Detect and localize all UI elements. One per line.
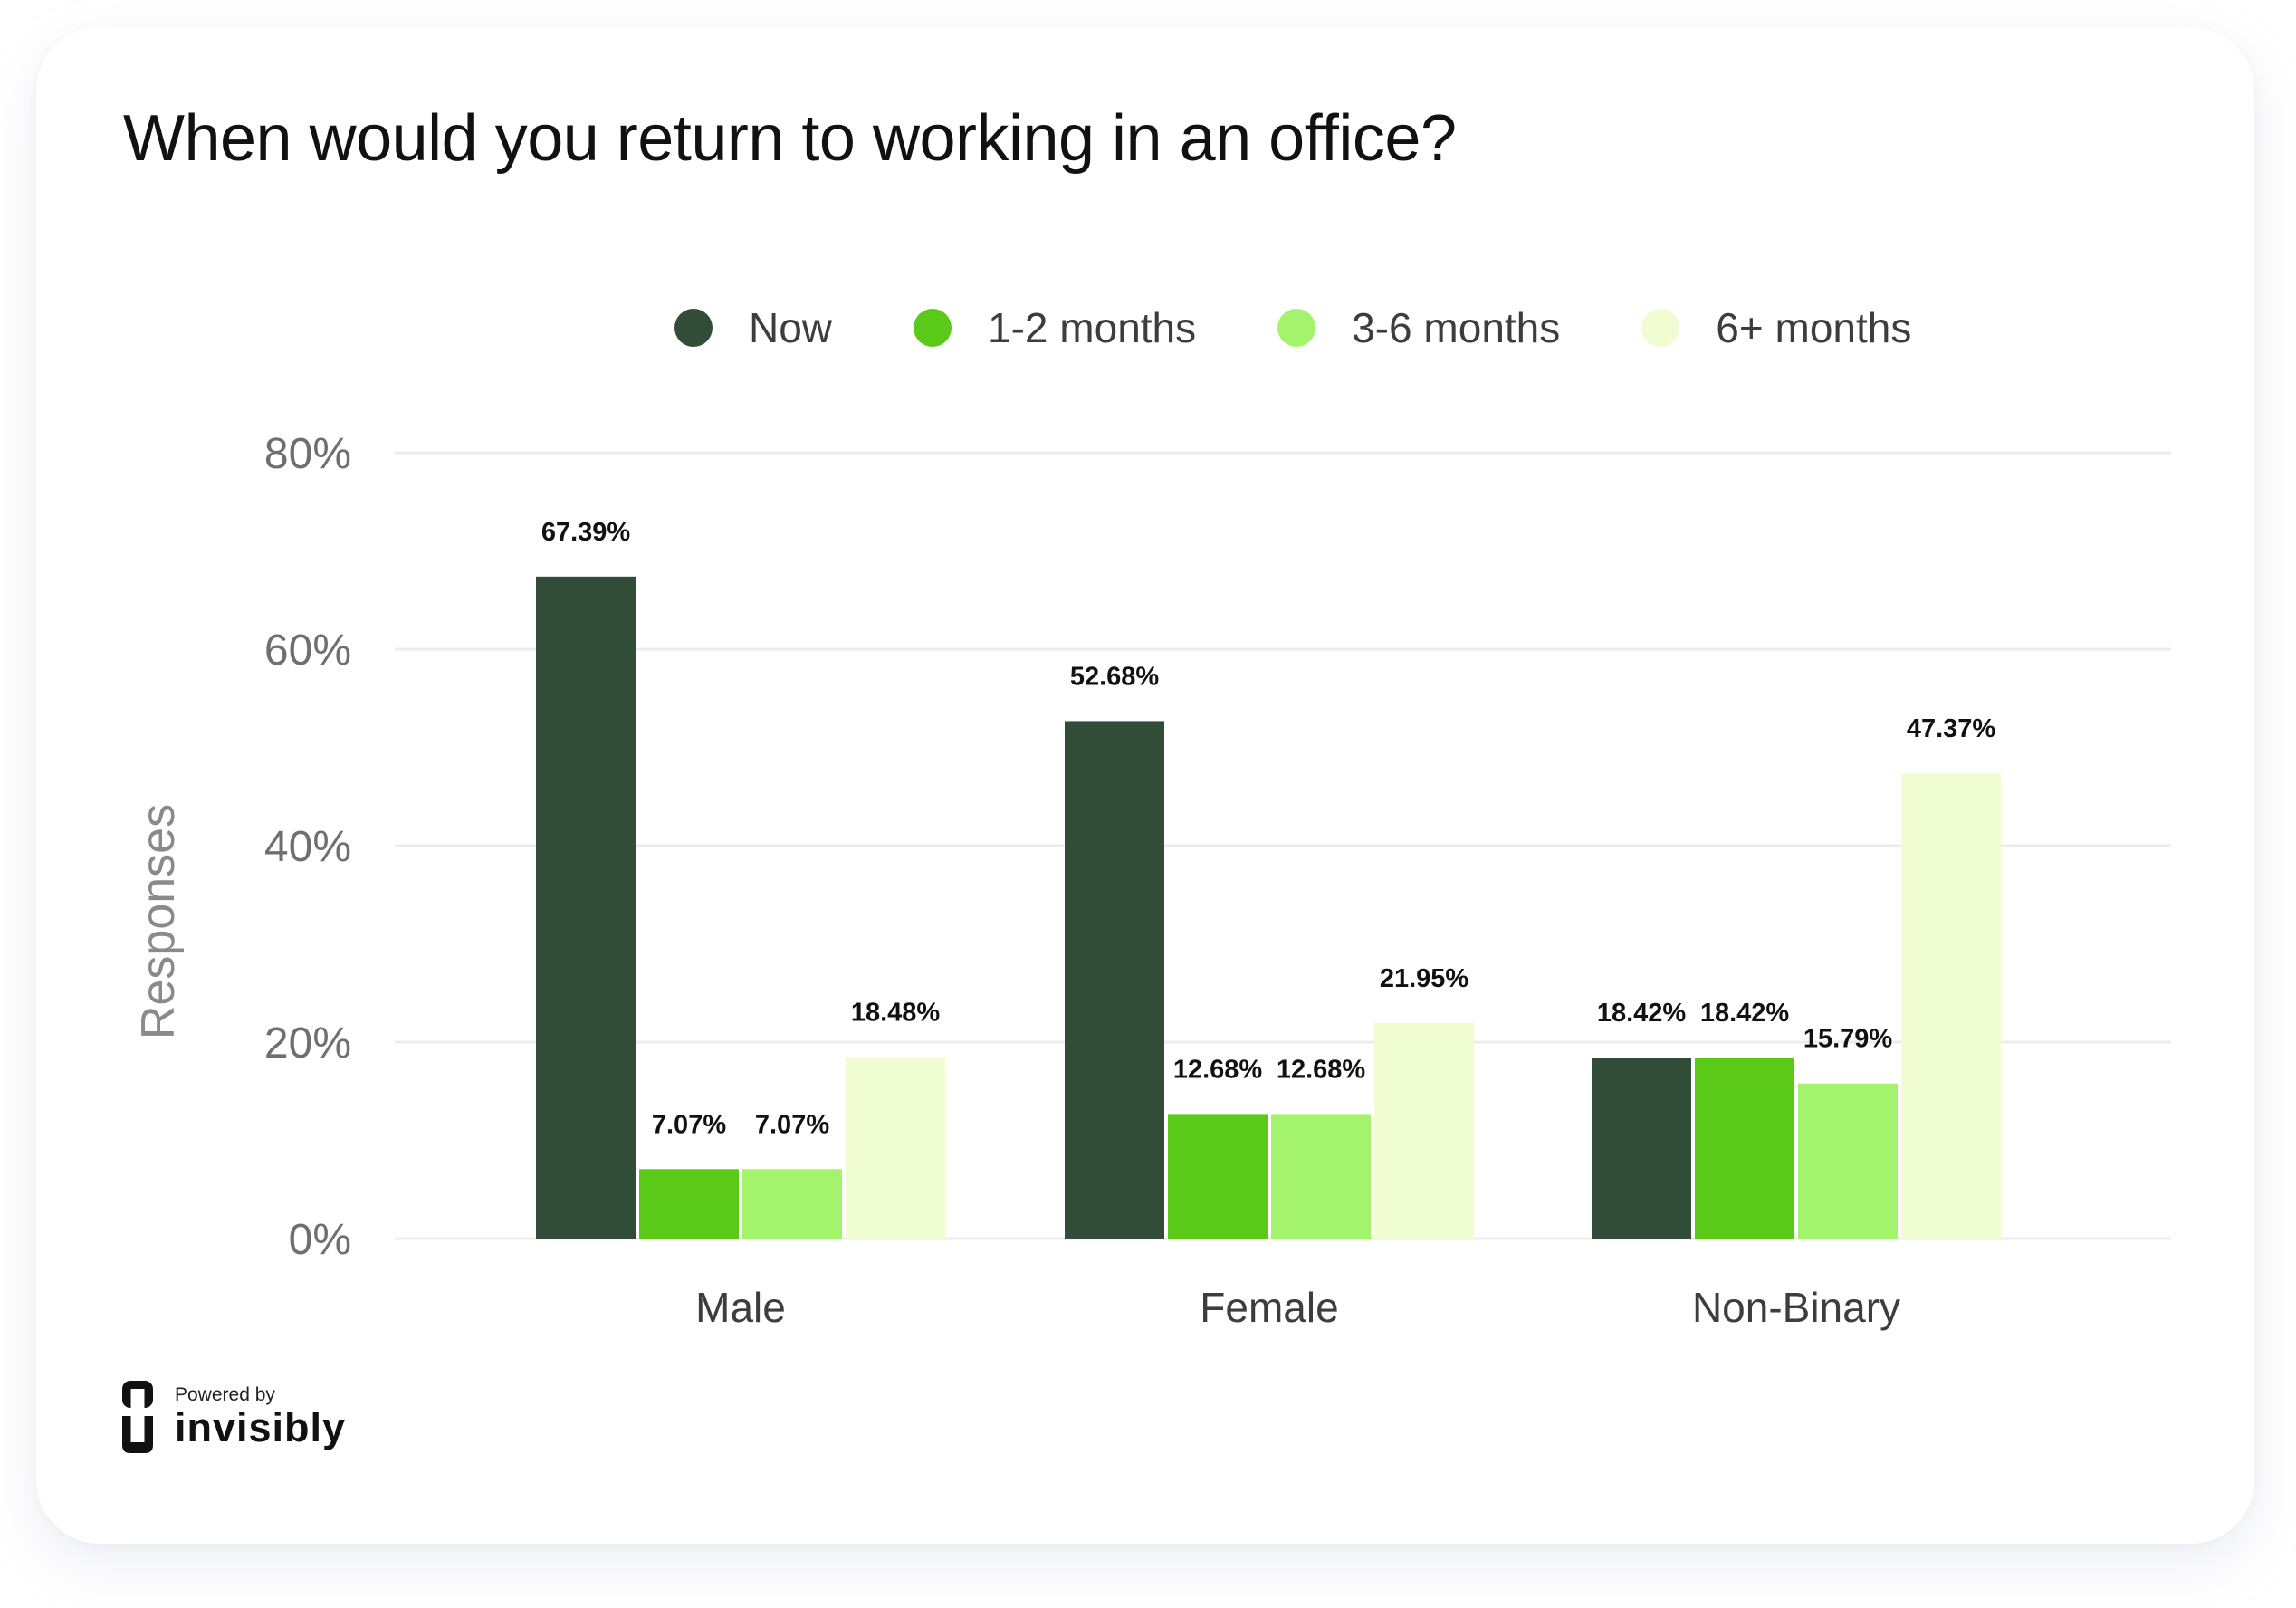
powered-by-footer: Powered by invisibly bbox=[122, 1381, 346, 1453]
x-tick-label: Non-Binary bbox=[1692, 1284, 1900, 1331]
y-tick-label: 0% bbox=[289, 1216, 351, 1264]
data-label: 12.68% bbox=[1173, 1055, 1263, 1084]
bar bbox=[1271, 1114, 1371, 1239]
bar bbox=[536, 576, 636, 1239]
legend-label-1-2-months: 1-2 months bbox=[988, 304, 1197, 351]
x-tick-label: Male bbox=[695, 1284, 786, 1331]
legend-item-now: Now bbox=[674, 303, 832, 352]
y-axis-label: Responses bbox=[132, 803, 185, 1040]
data-label: 21.95% bbox=[1380, 964, 1469, 993]
brand-wordmark: invisibly bbox=[175, 1404, 347, 1450]
y-tick-label: 20% bbox=[264, 1019, 351, 1067]
data-label: 18.42% bbox=[1597, 999, 1687, 1028]
data-label: 67.39% bbox=[541, 518, 631, 547]
data-label: 7.07% bbox=[652, 1110, 726, 1139]
bar bbox=[1065, 721, 1164, 1239]
legend-swatch-3-6-months bbox=[1277, 309, 1316, 347]
invisibly-logo-icon bbox=[122, 1381, 153, 1453]
y-tick-label: 40% bbox=[264, 823, 351, 871]
data-label: 7.07% bbox=[755, 1110, 829, 1139]
bar bbox=[1901, 773, 2001, 1239]
legend-item-3-6-months: 3-6 months bbox=[1277, 303, 1560, 352]
legend-label-3-6-months: 3-6 months bbox=[1352, 304, 1561, 351]
legend-item-6-plus-months: 6+ months bbox=[1641, 303, 1911, 352]
data-label: 15.79% bbox=[1803, 1025, 1893, 1054]
footer-text: Powered by invisibly bbox=[175, 1384, 346, 1450]
powered-by-label: Powered by bbox=[175, 1384, 275, 1405]
y-tick-label: 60% bbox=[264, 627, 351, 675]
legend-label-6-plus-months: 6+ months bbox=[1716, 304, 1912, 351]
bar bbox=[1168, 1114, 1268, 1239]
legend-swatch-1-2-months bbox=[914, 309, 952, 347]
data-label: 52.68% bbox=[1070, 662, 1160, 691]
bar bbox=[639, 1169, 739, 1239]
data-label: 18.42% bbox=[1700, 999, 1790, 1028]
legend-swatch-now bbox=[674, 309, 713, 347]
bar bbox=[846, 1057, 945, 1239]
data-label: 47.37% bbox=[1907, 714, 1996, 743]
bar bbox=[1798, 1083, 1898, 1239]
bar bbox=[742, 1169, 842, 1239]
x-tick-label: Female bbox=[1200, 1284, 1338, 1331]
bar bbox=[1592, 1058, 1691, 1239]
bar bbox=[1374, 1022, 1474, 1239]
data-label: 18.48% bbox=[851, 998, 941, 1027]
legend-label-now: Now bbox=[749, 304, 833, 351]
chart-title: When would you return to working in an o… bbox=[123, 102, 1457, 175]
legend-item-1-2-months: 1-2 months bbox=[914, 303, 1196, 352]
chart-legend: Now 1-2 months 3-6 months 6+ months bbox=[674, 294, 1911, 361]
data-label: 12.68% bbox=[1277, 1055, 1366, 1084]
bar bbox=[1695, 1058, 1794, 1239]
y-tick-label: 80% bbox=[264, 430, 351, 478]
legend-swatch-6-plus-months bbox=[1641, 309, 1680, 347]
